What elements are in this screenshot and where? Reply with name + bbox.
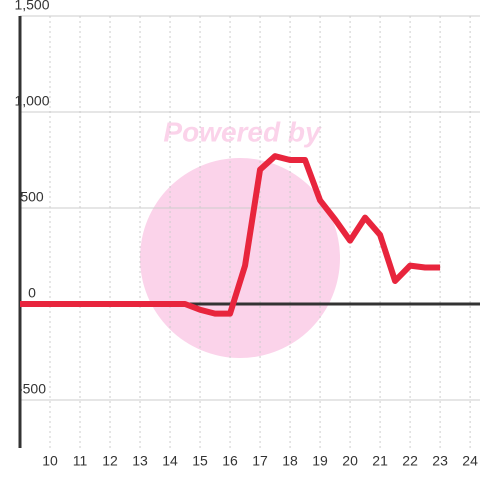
y-tick-label: 1,000	[14, 93, 49, 109]
y-tick-label: 1,500	[14, 0, 49, 13]
x-tick-label: 17	[252, 453, 268, 469]
x-tick-label: 21	[372, 453, 388, 469]
x-tick-label: 11	[73, 453, 88, 469]
data-line	[20, 153, 441, 317]
x-tick-label: 19	[312, 453, 328, 469]
y-tick-label: 500	[20, 189, 44, 205]
x-tick-label: 24	[462, 453, 478, 469]
y-tick-label: -500	[18, 381, 46, 397]
watermark: Powered by	[163, 116, 322, 147]
x-tick-label: 16	[222, 453, 238, 469]
x-tick-label: 10	[42, 453, 58, 469]
x-tick-label: 15	[192, 453, 208, 469]
x-tick-label: 13	[132, 453, 148, 469]
x-tick-label: 18	[282, 453, 298, 469]
y-tick-label: 0	[28, 285, 36, 301]
x-tick-label: 22	[402, 453, 418, 469]
x-tick-label: 23	[432, 453, 448, 469]
x-tick-label: 14	[162, 453, 178, 469]
x-tick-label: 12	[102, 453, 118, 469]
x-tick-label: 20	[342, 453, 358, 469]
